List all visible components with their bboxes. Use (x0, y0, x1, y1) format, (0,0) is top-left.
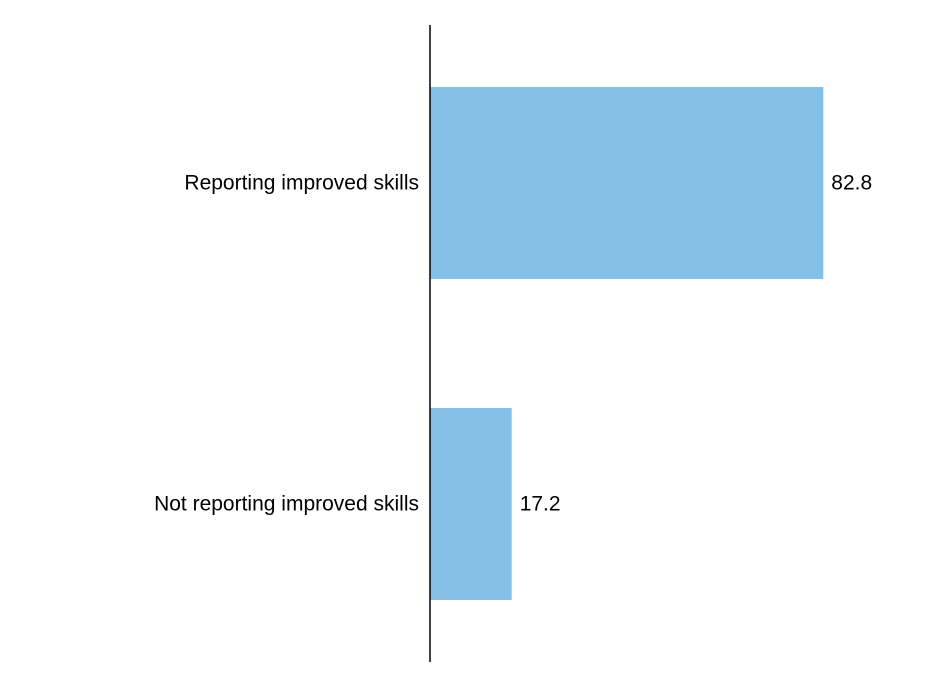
bar-1 (430, 87, 824, 279)
value-label-1: 82.8 (831, 172, 872, 195)
bar-2 (430, 408, 512, 600)
value-label-2: 17.2 (520, 493, 561, 516)
bars-group (430, 87, 824, 600)
category-label-1: Reporting improved skills (184, 172, 419, 195)
value-labels-group: 82.8 17.2 (520, 172, 872, 516)
category-labels-group: Reporting improved skills Not reporting i… (154, 172, 419, 516)
category-label-2: Not reporting improved skills (154, 493, 419, 516)
